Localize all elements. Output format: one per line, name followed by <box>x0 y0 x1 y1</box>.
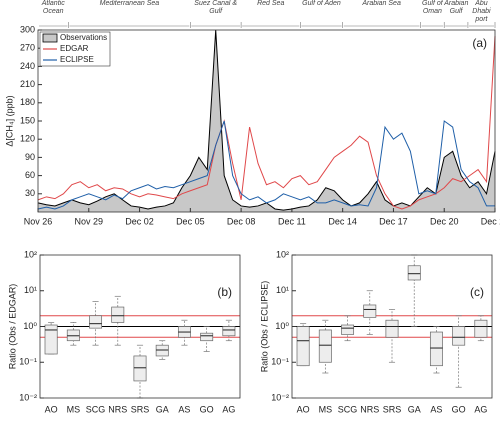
region-label: Arabian Gulf <box>444 0 469 15</box>
panel-label: (b) <box>217 285 232 299</box>
x-tick-label: SRS <box>131 404 150 414</box>
x-tick-label: NRS <box>108 404 127 414</box>
box <box>296 326 310 367</box>
box <box>89 315 103 329</box>
box <box>111 306 125 323</box>
y-tick-label: 10⁰ <box>275 321 289 331</box>
y-tick-label: 270 <box>20 43 35 53</box>
y-tick-label: 10⁰ <box>23 321 37 331</box>
legend-label: ECLIPSE <box>60 55 94 64</box>
y-tick-label: 90 <box>25 152 35 162</box>
legend-label: EDGAR <box>60 44 89 53</box>
x-tick-label: AG <box>474 404 487 414</box>
y-tick-label: 10⁻² <box>19 392 37 402</box>
box <box>452 326 466 346</box>
y-tick-label: 10² <box>24 249 37 259</box>
region-label: Red Sea <box>257 0 285 7</box>
region-label: Abu Dhabi port <box>472 0 491 23</box>
line <box>37 36 496 210</box>
line <box>37 120 495 210</box>
x-tick-label: Dec 02 <box>125 216 154 226</box>
x-tick-label: Dec 14 <box>328 216 357 226</box>
x-tick-label: Dec 05 <box>176 216 205 226</box>
x-tick-label: Dec 11 <box>278 216 306 226</box>
x-tick-label: Dec 17 <box>379 216 408 226</box>
x-tick-label: AO <box>45 404 58 414</box>
x-tick-label: GA <box>408 404 421 414</box>
x-tick-label: SCG <box>338 404 358 414</box>
x-tick-label: AG <box>222 404 235 414</box>
x-tick-label: Dec 23 <box>481 216 500 226</box>
y-tick-label: 10² <box>276 249 289 259</box>
y-tick-label: 10⁻¹ <box>19 357 37 367</box>
x-tick-label: AS <box>178 404 190 414</box>
box <box>222 326 236 337</box>
y-tick-label: 150 <box>20 115 35 125</box>
region-label: Suez Canal & Gulf <box>194 0 238 15</box>
region-label: Gulf of Oman <box>422 0 443 15</box>
box <box>407 265 421 281</box>
x-tick-label: Nov 26 <box>24 216 53 226</box>
y-tick-label: 10¹ <box>276 285 289 295</box>
y-tick-label: 60 <box>25 170 35 180</box>
x-tick-label: SCG <box>86 404 106 414</box>
x-tick-label: AO <box>297 404 310 414</box>
area <box>38 30 495 212</box>
box <box>429 331 443 367</box>
y-tick-label: 300 <box>20 24 35 34</box>
y-tick-label: 240 <box>20 61 35 71</box>
x-tick-label: NRS <box>360 404 379 414</box>
box <box>363 304 377 318</box>
x-tick-label: GA <box>156 404 169 414</box>
box <box>200 332 214 342</box>
x-tick-label: GO <box>452 404 466 414</box>
x-tick-label: Nov 29 <box>75 216 104 226</box>
y-tick-label: 210 <box>20 79 35 89</box>
region-label: Arabian Sea <box>362 0 401 7</box>
x-tick-label: Dec 20 <box>430 216 459 226</box>
y-axis-label: Ratio (Obs / EDGAR) <box>7 284 17 370</box>
y-tick-label: 10⁻² <box>271 392 289 402</box>
box <box>474 319 488 338</box>
x-tick-label: Dec 08 <box>227 216 256 226</box>
box <box>318 329 332 363</box>
box <box>155 344 169 357</box>
panel-label: (c) <box>470 285 484 299</box>
y-tick-label: 30 <box>25 188 35 198</box>
panel-label: (a) <box>472 36 487 50</box>
y-tick-label: 10⁻¹ <box>271 357 289 367</box>
y-tick-label: 180 <box>20 97 35 107</box>
box <box>341 324 355 335</box>
x-tick-label: MS <box>319 404 333 414</box>
x-tick-label: MS <box>67 404 81 414</box>
region-label: Gulf of Aden <box>302 0 341 7</box>
x-tick-label: SRS <box>383 404 402 414</box>
box <box>44 324 58 355</box>
y-tick-label: 10¹ <box>24 285 37 295</box>
y-axis-label: Ratio (Obs / ECLIPSE) <box>259 281 269 373</box>
region-label: Mediterranean Sea <box>99 0 160 7</box>
x-tick-label: GO <box>200 404 214 414</box>
region-label: Atlantic Ocean <box>41 0 65 15</box>
legend-label: Observations <box>60 33 107 42</box>
legend-swatch <box>42 33 58 43</box>
y-axis-label: Δ[CH₄] (ppb) <box>4 95 14 146</box>
box <box>133 355 147 382</box>
y-tick-label: 120 <box>20 134 35 144</box>
box <box>385 319 399 338</box>
x-tick-label: AS <box>430 404 442 414</box>
